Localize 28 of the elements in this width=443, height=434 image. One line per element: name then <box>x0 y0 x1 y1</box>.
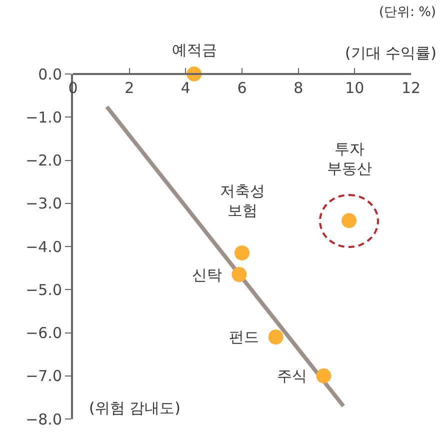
y-tick-label: −2.0 <box>26 152 62 170</box>
y-tick-label: −5.0 <box>26 280 62 299</box>
y-tick-label: −1.0 <box>26 108 62 126</box>
point <box>232 267 247 282</box>
annotation: 투자 부동산 <box>327 140 372 178</box>
point <box>316 368 332 384</box>
annotation: 펀드 <box>229 328 259 346</box>
x-tick-label: 4 <box>180 79 190 97</box>
y-tick-label: −6.0 <box>26 324 62 342</box>
point <box>234 245 250 260</box>
x-axis-title: (기대 수익률) <box>345 44 436 62</box>
x-tick-label: 8 <box>294 79 304 97</box>
x-tick-label: 12 <box>401 79 421 97</box>
annotation: 저축성 보험 <box>220 182 265 220</box>
x-tick-label: 6 <box>237 79 247 97</box>
annotation: 예적금 <box>172 41 217 59</box>
annotation: 신탁 <box>192 266 222 284</box>
chart-title: (단위: %) <box>379 5 436 20</box>
y-tick-label: −4.0 <box>26 238 62 256</box>
x-tick-label: 10 <box>345 79 364 97</box>
annotation: 주식 <box>277 367 307 385</box>
y-tick-label: −8.0 <box>26 410 62 428</box>
point <box>268 330 284 345</box>
y-tick-label: −3.0 <box>26 194 62 213</box>
x-tick-label: 2 <box>124 79 134 97</box>
y-tick-label: −7.0 <box>26 367 62 386</box>
y-axis-title: (위험 감내도) <box>89 399 180 417</box>
y-tick-label: 0.0 <box>38 65 62 84</box>
